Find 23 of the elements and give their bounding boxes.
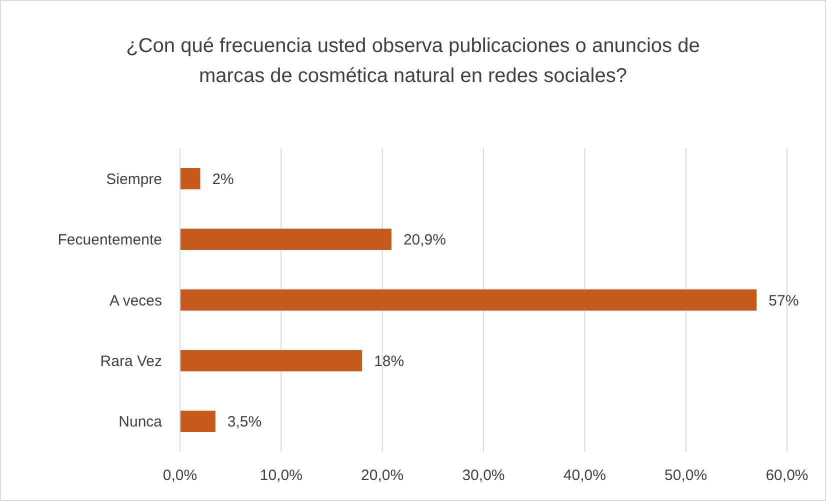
y-tick-label: A veces	[109, 292, 162, 310]
x-tick-label: 50,0%	[664, 467, 708, 484]
bar	[180, 410, 216, 432]
data-label: 3,5%	[227, 414, 262, 431]
chart-title: ¿Con qué frecuencia usted observa publicaciones o anuncios de marcas de cosmética natural en redes sociales?	[126, 35, 700, 87]
data-label: 18%	[374, 352, 404, 370]
x-tick-label: 40,0%	[563, 467, 606, 484]
y-tick-label: Nunca	[118, 414, 163, 431]
y-tick-label: Siempre	[106, 170, 162, 188]
data-label: 20,9%	[403, 232, 446, 249]
data-label: 2%	[212, 170, 234, 188]
bar	[180, 289, 757, 311]
bar	[180, 228, 392, 250]
y-tick-label: Fecuentemente	[58, 232, 162, 249]
y-tick-label: Rara Vez	[100, 352, 162, 370]
bar	[180, 350, 362, 372]
x-tick-label: 0,0%	[162, 467, 198, 484]
x-tick-label: 20,0%	[361, 467, 404, 484]
x-tick-label: 10,0%	[260, 467, 302, 484]
x-tick-label: 30,0%	[462, 467, 505, 484]
data-label: 57%	[768, 292, 799, 310]
bar	[180, 168, 200, 190]
x-tick-label: 60,0%	[766, 467, 808, 484]
